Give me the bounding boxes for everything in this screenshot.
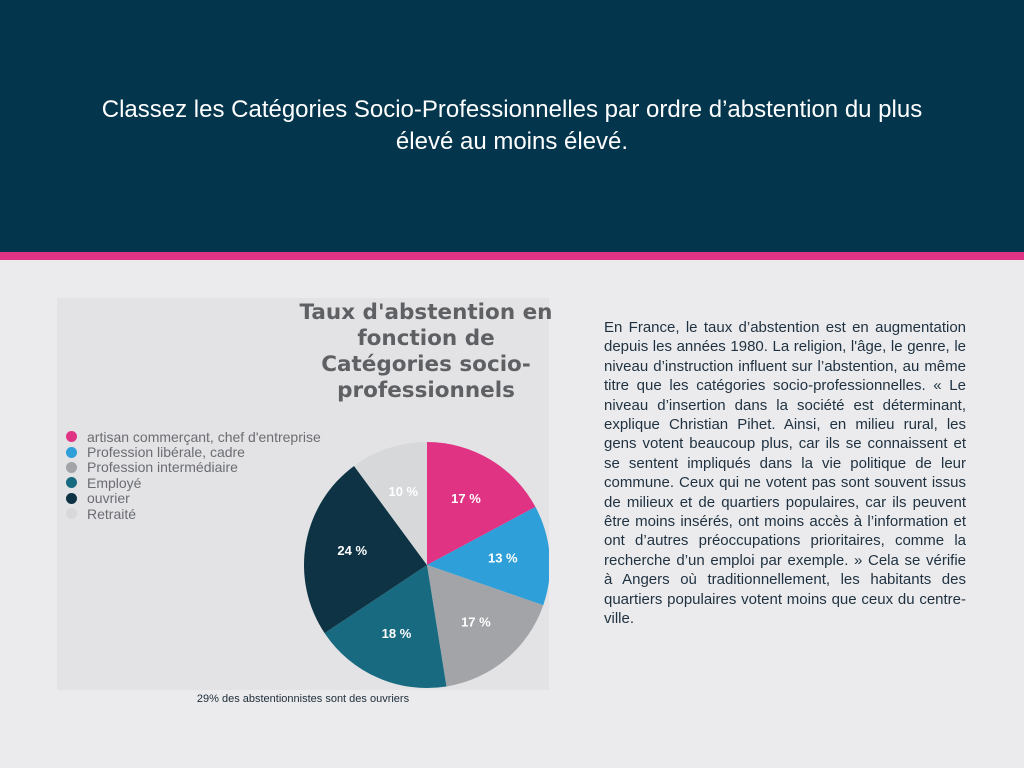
- pie-slice-employe: [324, 565, 447, 688]
- legend-swatch: [66, 477, 77, 489]
- slice-label-liberale: 13 %: [488, 550, 518, 565]
- chart-legend: artisan commerçant, chef d'entreprise Pro…: [66, 428, 321, 522]
- legend-swatch: [66, 508, 77, 520]
- legend-label: Retraité: [87, 505, 137, 522]
- legend-label: Profession libérale, cadre: [87, 444, 245, 461]
- page-title: Classez les Catégories Socio-Professionn…: [101, 96, 923, 155]
- legend-swatch: [66, 461, 77, 473]
- legend-swatch: [66, 446, 77, 458]
- pie-slice-retraite: [354, 442, 427, 565]
- legend-item-intermediaire: Profession intermédiaire: [66, 459, 321, 476]
- accent-divider: [0, 252, 1024, 260]
- chart-caption: 29% des abstentionnistes sont des ouvrie…: [196, 693, 410, 705]
- slice-label-employe: 18 %: [382, 626, 412, 641]
- slice-label-ouvrier: 24 %: [337, 543, 367, 558]
- legend-item-artisan: artisan commerçant, chef d'entreprise: [66, 428, 321, 445]
- pie-slice-intermediaire: [427, 565, 544, 687]
- slice-label-intermediaire: 17 %: [461, 615, 491, 630]
- header-banner: Classez les Catégories Socio-Professionn…: [0, 0, 1024, 252]
- legend-item-liberale: Profession libérale, cadre: [66, 444, 321, 461]
- body-paragraph: En France, le taux d’abstention est en a…: [604, 319, 966, 628]
- chart-panel: 17 % 13 % 17 % 18 % 24 % 10 % Taux d'abstenti…: [57, 298, 553, 690]
- legend-item-ouvrier: ouvrier: [66, 490, 321, 507]
- pie-slice-ouvrier: [303, 465, 427, 634]
- legend-label: Profession intermédiaire: [87, 459, 238, 476]
- pie-slice-liberale: [427, 506, 549, 606]
- legend-label: ouvrier: [87, 490, 130, 507]
- legend-item-retraite: Retraité: [66, 505, 321, 522]
- legend-label: artisan commerçant, chef d'entreprise: [87, 428, 321, 445]
- pie-chart: 17 % 13 % 17 % 18 % 24 % 10 %: [303, 442, 549, 688]
- pie-value-labels: 17 % 13 % 17 % 18 % 24 % 10 %: [337, 484, 518, 641]
- legend-swatch: [66, 492, 77, 504]
- legend-swatch: [66, 431, 77, 443]
- slice-label-artisan: 17 %: [451, 491, 481, 506]
- legend-item-employe: Employé: [66, 474, 321, 491]
- pie-slice-artisan: [427, 442, 536, 565]
- pie-slices: [303, 442, 549, 688]
- chart-title: Taux d'abstention en fonction de Catégor…: [299, 300, 553, 403]
- legend-label: Employé: [87, 474, 142, 491]
- slice-label-retraite: 10 %: [388, 484, 418, 499]
